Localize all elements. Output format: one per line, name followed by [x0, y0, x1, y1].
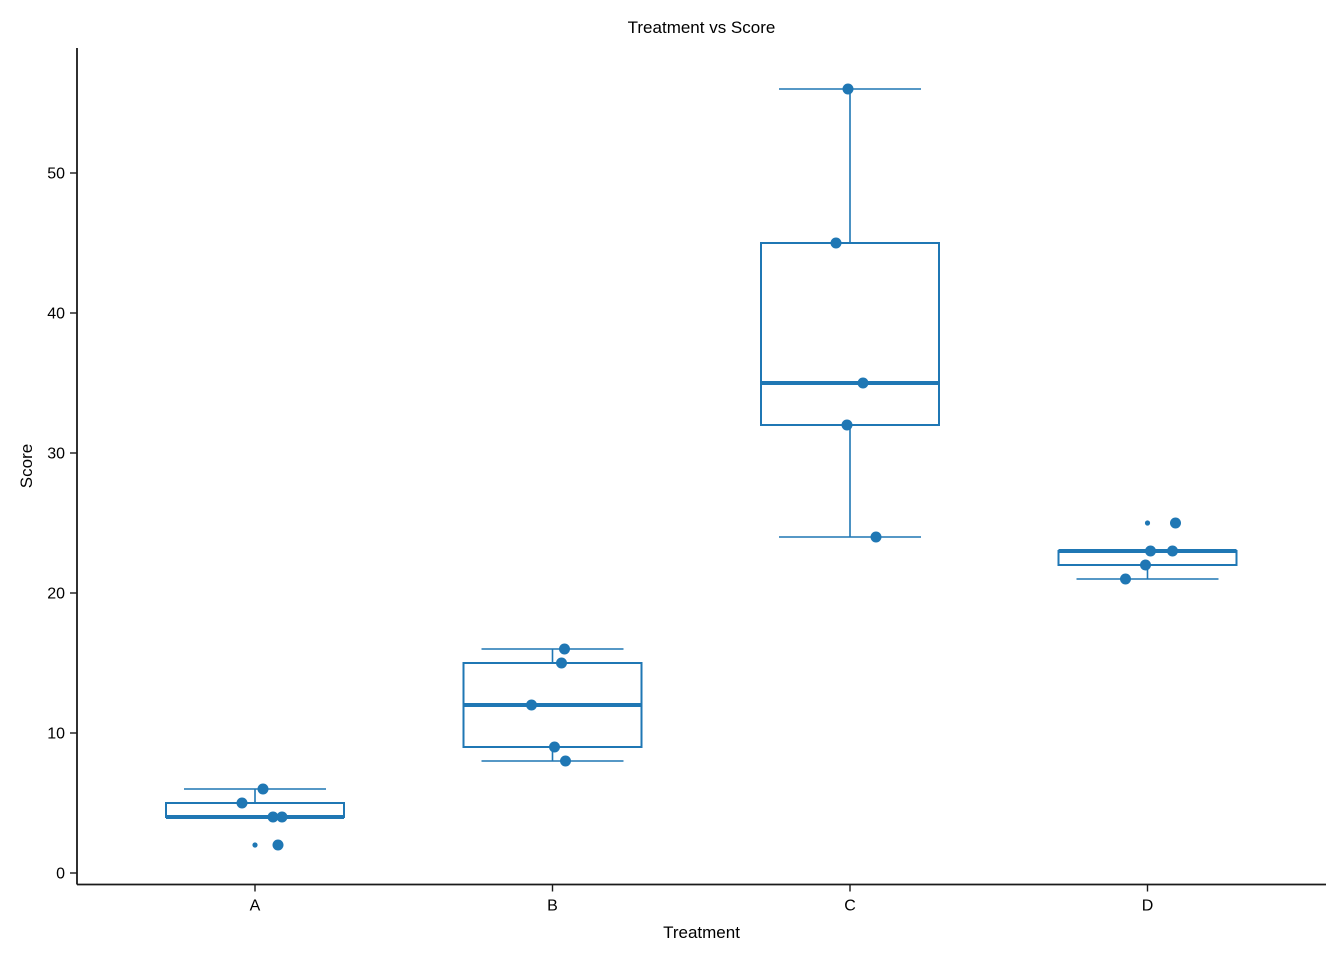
x-tick-label: C	[844, 898, 856, 915]
data-point-A	[257, 783, 269, 795]
data-point-D	[1140, 559, 1151, 571]
data-point-B	[526, 699, 537, 711]
data-point-C	[830, 237, 842, 249]
outlier-marker-A	[252, 842, 258, 848]
y-tick-label: 30	[47, 446, 65, 463]
x-tick-label: B	[547, 898, 558, 915]
y-axis-label: Score	[17, 443, 36, 489]
data-point-B	[560, 755, 571, 767]
data-point-D	[1120, 573, 1131, 585]
data-point-C	[841, 419, 853, 431]
data-point-D	[1145, 545, 1156, 557]
iqr-box-A	[165, 802, 345, 818]
data-point-D	[1167, 545, 1178, 557]
data-point-A	[276, 811, 288, 823]
data-point-C	[857, 377, 869, 389]
y-tick-label: 0	[56, 866, 65, 883]
data-point-B	[549, 741, 560, 753]
data-point-A	[267, 811, 279, 823]
chart-title: Treatment vs Score	[627, 18, 776, 37]
data-point-A	[272, 839, 284, 851]
data-point-C	[842, 83, 854, 95]
y-tick-label: 40	[47, 306, 65, 323]
data-point-C	[870, 531, 882, 543]
x-axis-label: Treatment	[663, 923, 740, 942]
y-tick-label: 50	[47, 166, 65, 183]
y-tick-label: 10	[47, 726, 65, 743]
data-point-A	[236, 797, 248, 809]
data-point-D	[1170, 517, 1181, 529]
outlier-marker-D	[1144, 520, 1151, 526]
y-tick-label: 20	[47, 586, 65, 603]
x-tick-label: A	[250, 898, 261, 915]
iqr-box-C	[760, 242, 940, 426]
data-point-B	[556, 657, 567, 669]
x-tick-label: D	[1142, 898, 1154, 915]
data-point-B	[559, 643, 570, 655]
